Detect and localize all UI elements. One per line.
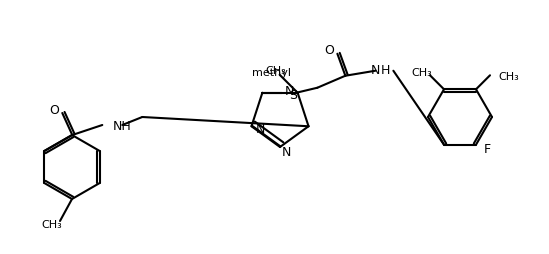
Text: N: N	[371, 64, 380, 76]
Text: CH₃: CH₃	[42, 219, 63, 229]
Text: F: F	[484, 143, 491, 156]
Text: N: N	[255, 122, 265, 135]
Text: O: O	[49, 103, 59, 116]
Text: CH₃: CH₃	[265, 66, 286, 75]
Text: methyl: methyl	[252, 68, 291, 77]
Text: CH₃: CH₃	[498, 72, 519, 82]
Text: N: N	[282, 146, 292, 159]
Text: N: N	[284, 85, 294, 98]
Text: O: O	[324, 44, 334, 57]
Text: NH: NH	[113, 119, 131, 132]
Text: H: H	[380, 64, 390, 76]
Text: S: S	[289, 89, 298, 102]
Text: CH₃: CH₃	[412, 68, 433, 78]
